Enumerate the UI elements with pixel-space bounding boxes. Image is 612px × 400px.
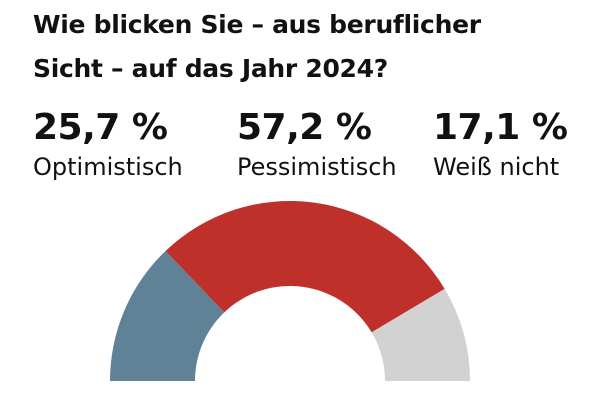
stat-label-weiss-nicht: Weiß nicht	[433, 153, 560, 181]
stat-value-pessimistisch: 57,2 %	[237, 107, 372, 148]
stat-weiss-nicht: 17,1 % Weiß nicht	[433, 106, 568, 182]
slice-weiss-nicht	[371, 288, 470, 381]
stat-label-pessimistisch: Pessimistisch	[237, 153, 397, 181]
donut-slices	[110, 200, 470, 381]
stat-value-optimistisch: 25,7 %	[33, 107, 168, 148]
slice-optimistisch	[110, 250, 225, 381]
stat-optimistisch: 25,7 % Optimistisch	[33, 106, 183, 182]
stat-pessimistisch: 57,2 % Pessimistisch	[237, 106, 397, 182]
stat-label-optimistisch: Optimistisch	[33, 153, 183, 181]
chart-title-line-1: Wie blicken Sie – aus beruflicher	[33, 10, 481, 39]
slice-pessimistisch	[165, 200, 445, 333]
stat-value-weiss-nicht: 17,1 %	[433, 107, 568, 148]
chart-title: Wie blicken Sie – aus beruflicher Sicht …	[33, 3, 593, 91]
chart-title-line-2: Sicht – auf das Jahr 2024?	[33, 54, 388, 83]
